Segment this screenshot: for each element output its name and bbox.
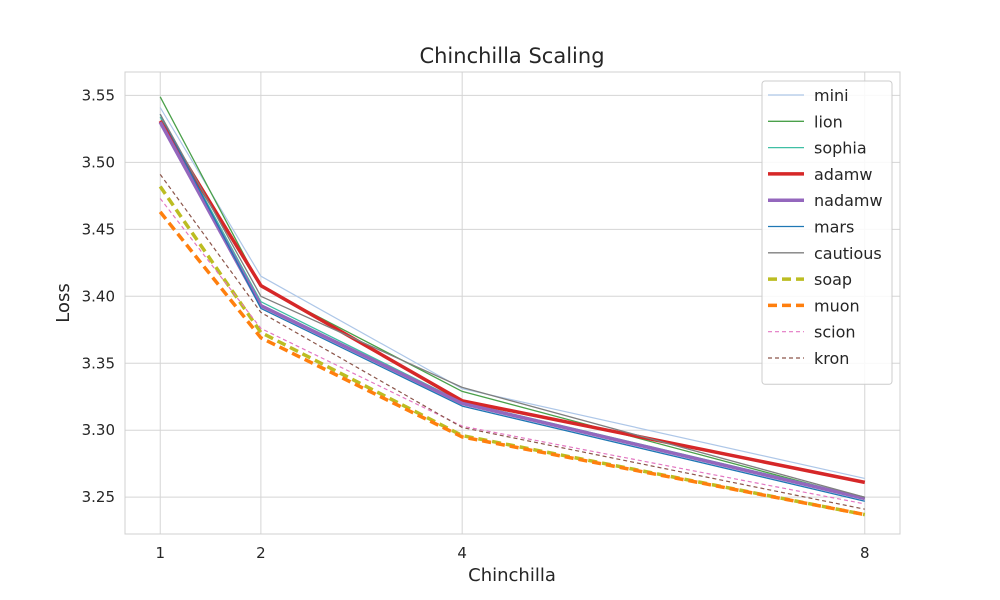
x-tick-label: 8 xyxy=(860,544,870,562)
series-line-mars xyxy=(159,113,865,502)
y-tick-label: 3.50 xyxy=(82,153,115,171)
y-tick-label: 3.40 xyxy=(82,287,115,305)
legend-label-mini: mini xyxy=(814,86,849,105)
legend-label-mars: mars xyxy=(814,218,854,237)
chart-title: Chinchilla Scaling xyxy=(419,44,604,68)
series-line-soap xyxy=(158,185,866,517)
y-tick-label: 3.25 xyxy=(82,488,115,506)
x-tick-label: 1 xyxy=(155,544,165,562)
series-line-lion xyxy=(159,96,865,500)
legend-box xyxy=(761,80,893,385)
legend-label-nadamw: nadamw xyxy=(814,191,883,210)
x-tick-label: 2 xyxy=(256,544,266,562)
plot-frame xyxy=(124,71,901,535)
series-line-kron xyxy=(159,174,865,510)
series-line-nadamw xyxy=(158,121,866,501)
legend-label-muon: muon xyxy=(814,296,860,315)
legend-label-scion: scion xyxy=(814,323,856,342)
series-line-muon xyxy=(158,210,866,517)
legend: mini lion sophia adamw nadamw mars cautious soa… xyxy=(761,80,893,385)
legend-label-soap: soap xyxy=(814,270,852,289)
legend-label-adamw: adamw xyxy=(814,165,872,184)
y-tick-label: 3.45 xyxy=(82,220,115,238)
x-tick-labels: 1 2 4 8 xyxy=(155,544,869,562)
legend-label-kron: kron xyxy=(814,349,849,368)
legend-label-lion: lion xyxy=(814,112,843,131)
y-tick-label: 3.35 xyxy=(82,354,115,372)
y-tick-label: 3.30 xyxy=(82,421,115,439)
x-tick-label: 4 xyxy=(457,544,467,562)
x-axis-label: Chinchilla xyxy=(468,565,556,586)
series-line-adamw xyxy=(158,119,866,485)
series-layer xyxy=(158,96,866,517)
y-tick-labels: 3.25 3.30 3.35 3.40 3.45 3.50 3.55 xyxy=(82,86,115,506)
legend-label-sophia: sophia xyxy=(814,139,867,158)
series-line-cautious xyxy=(159,113,865,498)
series-line-mini xyxy=(159,107,865,479)
y-axis-label: Loss xyxy=(53,283,74,322)
series-line-scion xyxy=(159,198,865,505)
y-tick-label: 3.55 xyxy=(82,86,115,104)
legend-label-cautious: cautious xyxy=(814,244,882,263)
